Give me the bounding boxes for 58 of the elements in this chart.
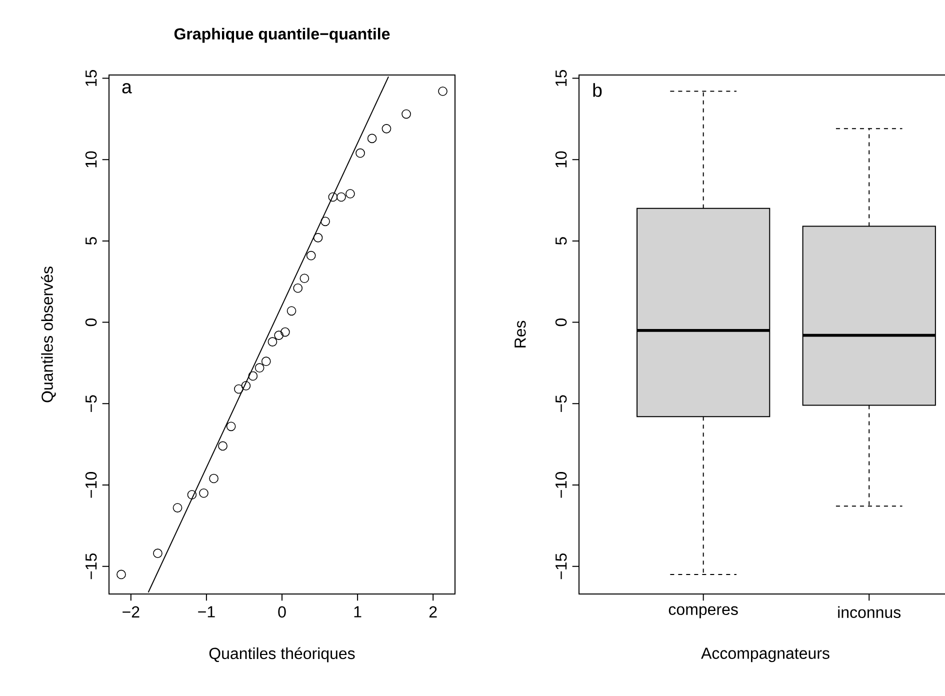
x-tick-label: 0 (278, 606, 286, 618)
point (286, 306, 296, 316)
point (116, 570, 126, 580)
point (336, 192, 346, 202)
y-axis-title: Res (514, 320, 526, 348)
point (402, 109, 411, 119)
y-tick-label: 10 (85, 151, 97, 168)
point (306, 250, 316, 260)
point (248, 371, 258, 381)
point (293, 283, 303, 293)
y-tick-label: 15 (86, 70, 97, 86)
point (438, 86, 448, 96)
point (320, 216, 330, 226)
point (199, 488, 208, 498)
x-tick-label: −2 (122, 606, 140, 618)
point (172, 503, 182, 512)
y-tick-label: −5 (556, 395, 567, 412)
point (241, 381, 251, 390)
annotation: b (593, 83, 602, 97)
point (218, 441, 228, 451)
chart-title: Graphique quantile−quantile (174, 28, 390, 43)
y-tick-label: 0 (85, 318, 97, 326)
y-tick-label: 15 (556, 70, 567, 86)
y-tick-label: −15 (556, 553, 567, 580)
x-tick-label: 1 (354, 606, 362, 618)
point (356, 148, 365, 158)
x-tick-label: 2 (429, 606, 437, 618)
x-tick-label: −1 (198, 606, 215, 618)
y-axis-title: Quantiles observés (41, 266, 56, 402)
y-tick-label: 0 (555, 318, 567, 326)
point (268, 337, 278, 346)
point (187, 490, 197, 500)
point (254, 363, 264, 373)
point (261, 356, 271, 366)
point (300, 274, 310, 284)
point (153, 548, 162, 558)
y-tick-label: 10 (555, 151, 567, 168)
point (313, 233, 323, 242)
x-tick-label: inconnus (838, 606, 901, 618)
y-tick-label: −10 (85, 472, 97, 498)
x-axis-title: Accompagnateurs (701, 648, 830, 662)
point (226, 422, 236, 432)
point (346, 189, 355, 198)
annotation: a (122, 83, 132, 94)
point (328, 192, 338, 202)
point (382, 124, 392, 134)
x-axis-title: Quantiles théoriques (209, 647, 355, 662)
y-tick-label: −5 (86, 395, 97, 412)
y-tick-label: 5 (556, 237, 567, 245)
point (274, 330, 284, 340)
y-tick-label: −15 (86, 553, 97, 580)
point (234, 384, 244, 394)
x-tick-label: comperes (668, 606, 738, 618)
y-tick-label: −10 (555, 472, 567, 498)
point (280, 327, 290, 337)
point (367, 134, 377, 144)
point (209, 474, 218, 484)
y-tick-label: 5 (86, 237, 97, 245)
